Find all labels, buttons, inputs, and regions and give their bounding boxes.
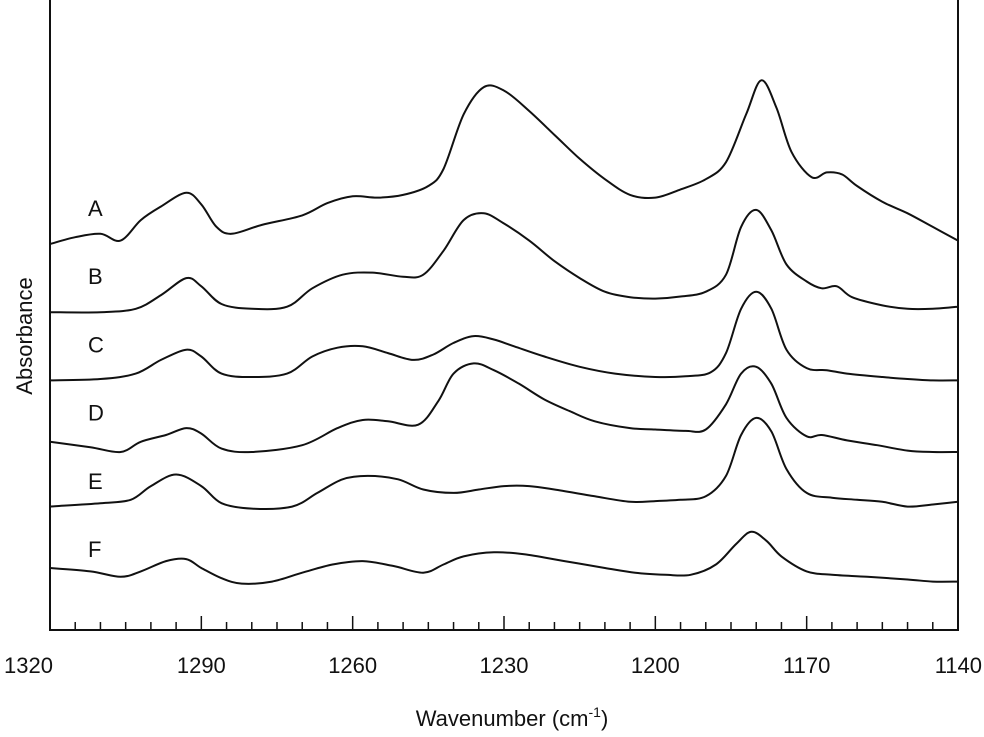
trace-f <box>49 530 959 585</box>
trace-e <box>49 416 959 510</box>
trace-label-e: E <box>88 469 103 494</box>
x-tick-label: 1140 <box>935 653 982 678</box>
trace-label-d: D <box>88 401 104 426</box>
trace-label-f: F <box>88 537 101 562</box>
x-axis-title-superscript: -1 <box>589 704 602 720</box>
x-tick-label: 1290 <box>177 653 226 678</box>
x-tick-label: 1200 <box>631 653 680 678</box>
x-axis-ticks <box>49 616 959 630</box>
trace-label-a: A <box>88 196 103 221</box>
plot-frame <box>49 0 959 631</box>
x-tick-label: 1170 <box>783 653 830 678</box>
trace-label-b: B <box>88 264 103 289</box>
spectra-traces <box>49 79 959 585</box>
trace-b <box>49 208 959 314</box>
trace-labels: A B C D E F <box>88 196 104 562</box>
trace-d <box>49 362 959 454</box>
x-axis-tick-labels: 1320 1290 1260 1230 1200 1170 1140 <box>4 653 982 678</box>
x-tick-label: 1230 <box>480 653 529 678</box>
x-tick-label: 1320 <box>4 653 53 678</box>
y-axis-title: Absorbance <box>12 277 37 394</box>
trace-label-c: C <box>88 332 104 357</box>
x-tick-label: 1260 <box>328 653 377 678</box>
trace-c <box>49 290 959 382</box>
x-axis-title: Wavenumber (cm-1) <box>416 704 609 731</box>
trace-a <box>49 79 959 245</box>
